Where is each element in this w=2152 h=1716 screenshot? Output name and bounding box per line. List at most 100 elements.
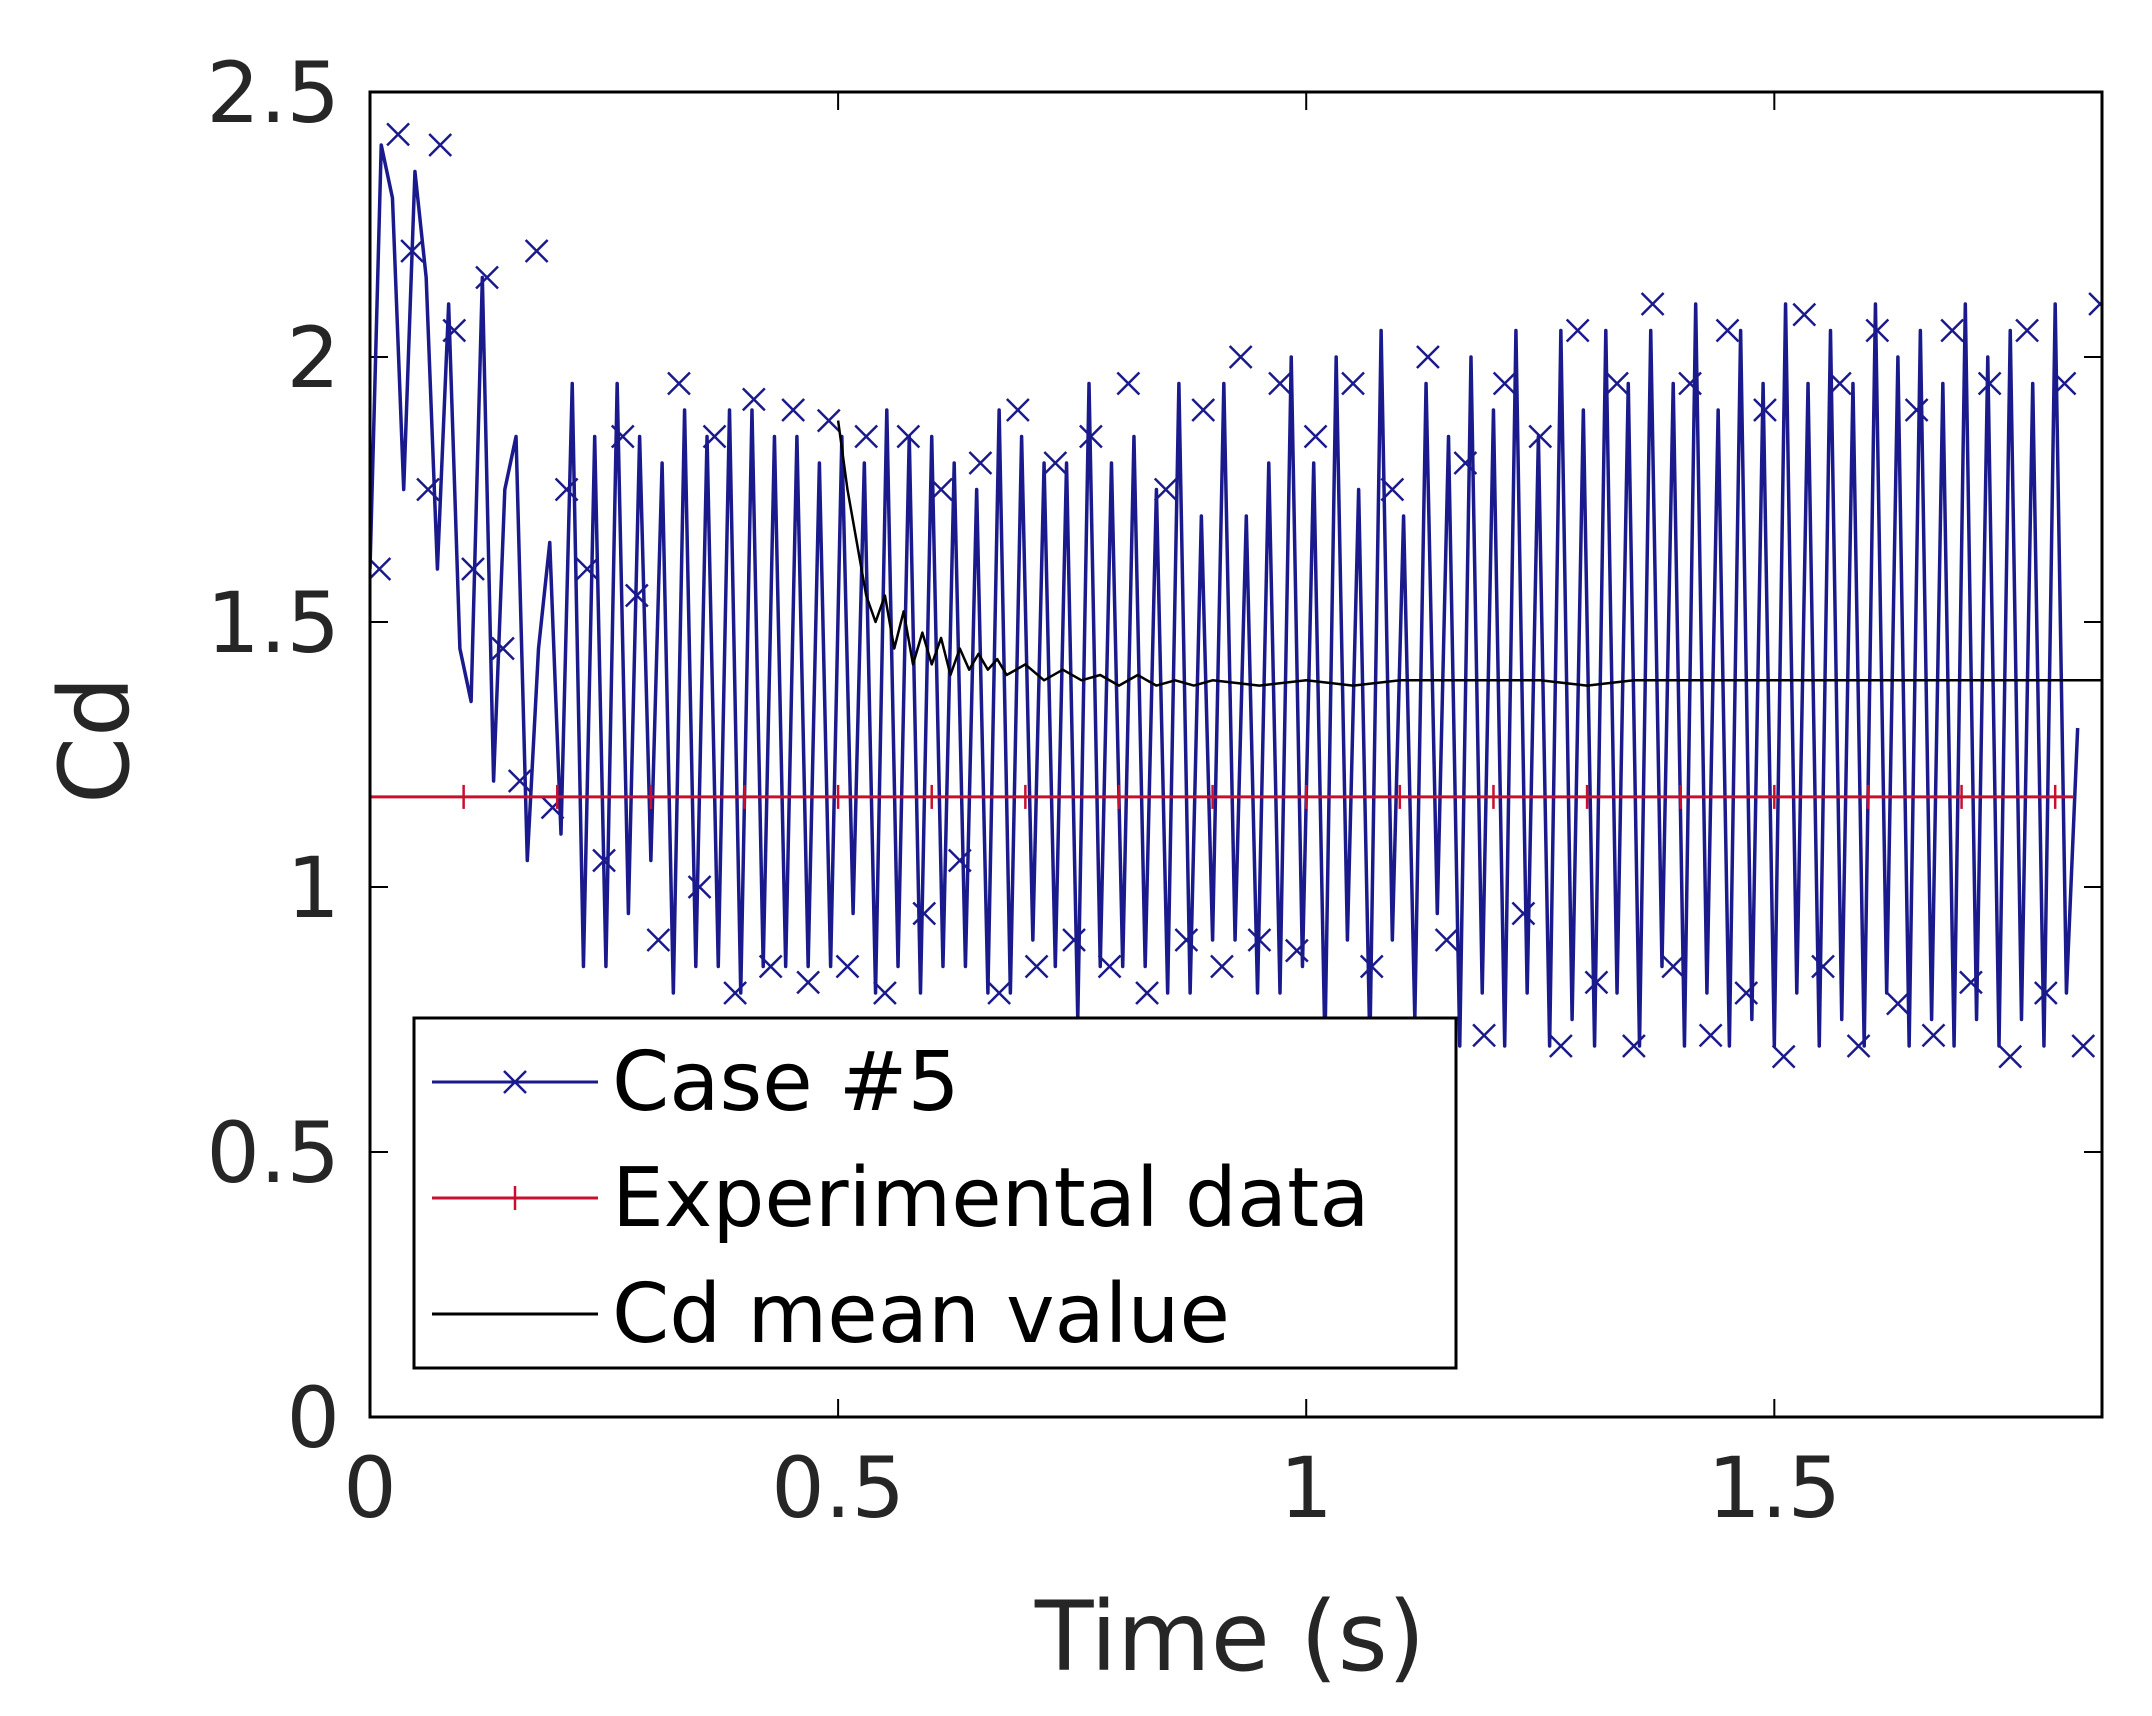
- y-tick-label: 0.5: [206, 1104, 340, 1202]
- case5-marker: [947, 848, 972, 873]
- mean-line: [836, 420, 2102, 687]
- legend-box: [412, 1016, 1458, 1370]
- case5-marker: [461, 557, 485, 581]
- case5-marker: [1548, 1034, 1573, 1058]
- case5-marker: [1678, 371, 1702, 396]
- case5-marker: [1511, 901, 1536, 926]
- case5-marker: [1434, 928, 1459, 952]
- case5-marker: [929, 477, 953, 502]
- case5-marker: [968, 451, 993, 475]
- case5-marker: [1135, 981, 1159, 1005]
- case5-marker: [741, 387, 766, 412]
- case5-marker: [1715, 318, 1740, 343]
- series-mean: [836, 420, 2102, 687]
- case5-marker: [540, 795, 565, 820]
- case5-marker: [507, 769, 532, 793]
- case5-marker: [1174, 928, 1199, 952]
- case5-marker: [912, 901, 937, 926]
- case5-marker: [835, 954, 860, 979]
- legend-entry: Cd mean value: [432, 1267, 1230, 1362]
- case5-marker: [896, 424, 921, 449]
- case5-marker: [610, 424, 635, 449]
- case5-marker: [1472, 1023, 1496, 1048]
- case5-marker: [1116, 371, 1141, 396]
- case5-marker: [400, 239, 425, 263]
- case5-marker: [1228, 345, 1253, 369]
- case5-marker: [491, 636, 515, 661]
- case5-marker: [667, 371, 691, 396]
- case5-marker: [1846, 1034, 1871, 1058]
- case5-marker: [1153, 477, 1178, 502]
- case5-marker: [2052, 371, 2077, 396]
- case5-marker: [1247, 928, 1272, 952]
- case5-marker: [1959, 970, 1983, 995]
- case5-marker: [1640, 292, 1665, 316]
- y-tick-label: 0: [287, 1369, 340, 1467]
- case5-marker: [1528, 424, 1553, 449]
- legend: Case #5 Experimental data Cd mean value: [412, 1016, 1458, 1370]
- legend-label: Case #5: [612, 1035, 960, 1130]
- case5-marker: [1079, 424, 1103, 449]
- case5-marker: [1303, 424, 1328, 449]
- case5-marker: [624, 583, 649, 608]
- case5-marker: [1698, 1023, 1723, 1048]
- legend-entry: Experimental data: [432, 1151, 1370, 1246]
- case5-marker: [1416, 345, 1440, 369]
- case5-marker: [1827, 371, 1852, 396]
- case5-marker: [1771, 1044, 1796, 1069]
- tick-labels: 0 0.5 1 1.5 0 0.5 1 1.5 2 2.5: [206, 44, 1841, 1537]
- case5-marker: [2071, 1034, 2096, 1058]
- x-tick-label: 0: [343, 1439, 396, 1537]
- case5-marker: [1865, 318, 1890, 343]
- legend-entry: Case #5: [432, 1035, 960, 1130]
- case5-line: [370, 143, 2080, 1048]
- case5-marker: [1753, 398, 1777, 422]
- case5-marker: [1359, 954, 1384, 979]
- case5-marker: [1661, 954, 1686, 979]
- case5-marker: [1605, 371, 1629, 396]
- case5-marker: [2088, 292, 2102, 316]
- case5-marker: [524, 239, 549, 263]
- case5-marker: [1998, 1044, 2023, 1069]
- case5-marker: [796, 970, 821, 995]
- case5-marker: [1268, 371, 1292, 396]
- case5-marker: [1792, 302, 1817, 327]
- y-tick-label: 1.5: [206, 574, 340, 672]
- legend-label: Cd mean value: [612, 1267, 1230, 1362]
- x-tick-label: 1: [1279, 1439, 1332, 1537]
- case5-marker: [1921, 1023, 1946, 1048]
- case5-marker: [442, 318, 467, 343]
- case5-marker: [386, 122, 410, 147]
- case5-marker: [1062, 928, 1086, 952]
- x-tick-label: 1.5: [1708, 1439, 1842, 1537]
- x-axis-label: Time (s): [1034, 1581, 1425, 1693]
- case5-marker: [1565, 318, 1590, 343]
- case5-marker: [1811, 954, 1835, 979]
- case5-marker: [1622, 1034, 1646, 1058]
- case5-marker: [554, 477, 579, 502]
- case5-marker: [1024, 954, 1049, 979]
- legend-label: Experimental data: [612, 1151, 1370, 1246]
- case5-marker: [1940, 318, 1965, 343]
- case5-marker: [1097, 954, 1122, 979]
- case5-marker: [1977, 371, 2002, 396]
- case5-marker: [592, 848, 616, 873]
- legend-marker: [503, 1070, 527, 1094]
- case5-marker: [1005, 398, 1030, 422]
- x-tick-label: 0.5: [771, 1439, 905, 1537]
- case5-marker: [575, 557, 600, 581]
- case5-marker: [781, 398, 806, 422]
- series-case5: [370, 122, 2102, 1069]
- case5-marker: [816, 408, 841, 433]
- series-layer: [370, 122, 2102, 1069]
- y-tick-label: 1: [287, 839, 340, 937]
- case5-marker: [1210, 954, 1234, 979]
- case5-marker: [1341, 371, 1365, 396]
- case5-marker: [428, 133, 453, 157]
- y-axis-label: Cd: [39, 676, 151, 804]
- case5-marker: [475, 265, 499, 290]
- case5-marker: [687, 875, 712, 899]
- case5-marker: [1043, 451, 1068, 475]
- case5-marker: [873, 981, 897, 1005]
